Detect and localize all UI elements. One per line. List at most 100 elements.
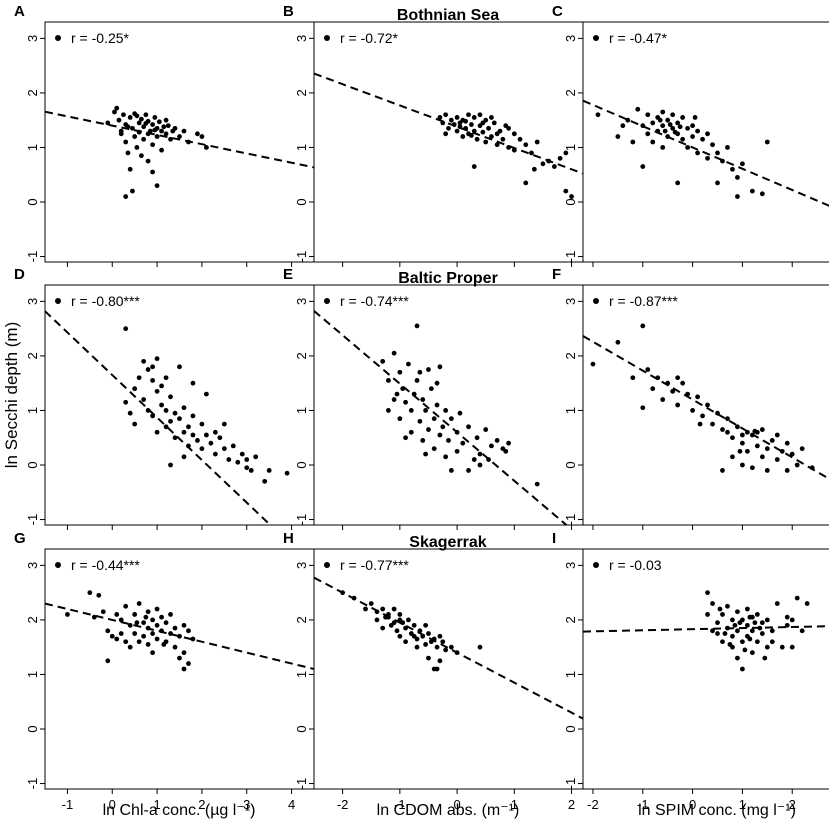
data-point — [523, 142, 529, 148]
data-point — [199, 134, 205, 139]
data-point — [145, 642, 151, 647]
data-point — [199, 421, 205, 427]
data-point — [454, 650, 460, 656]
y-tick-label: 3 — [294, 562, 309, 569]
data-point — [460, 440, 466, 446]
y-tick-label: 3 — [563, 562, 578, 569]
y-tick-label: 0 — [25, 198, 40, 205]
data-point — [468, 133, 474, 138]
data-point — [168, 631, 173, 636]
data-point — [735, 628, 740, 634]
data-point — [665, 134, 671, 139]
data-point — [517, 136, 523, 142]
data-point — [620, 123, 626, 129]
data-point — [443, 131, 449, 137]
data-point — [431, 446, 437, 452]
data-point — [159, 147, 164, 153]
data-point — [534, 139, 540, 145]
regression-line — [45, 110, 314, 169]
data-point — [471, 115, 477, 120]
correlation-label: r = -0.72* — [340, 30, 399, 46]
data-point — [434, 666, 440, 672]
data-point — [428, 386, 434, 392]
data-point — [730, 633, 735, 639]
data-point — [685, 145, 691, 150]
panel-frame — [44, 21, 315, 263]
data-point — [141, 397, 147, 402]
y-tick-label: 3 — [25, 298, 40, 305]
data-point — [397, 612, 403, 617]
data-point — [114, 105, 120, 111]
data-point — [454, 429, 460, 435]
data-point — [749, 188, 755, 194]
data-point — [685, 391, 691, 397]
data-point — [534, 481, 540, 487]
data-point — [563, 188, 569, 194]
data-point — [660, 109, 666, 115]
data-point — [451, 122, 457, 127]
data-point — [710, 421, 715, 427]
data-point — [457, 410, 463, 416]
panel-letter: H — [283, 530, 294, 547]
data-point — [740, 440, 745, 446]
legend-marker — [55, 562, 61, 568]
data-point — [784, 614, 790, 620]
data-point — [759, 454, 765, 460]
correlation-label: r = -0.44*** — [71, 557, 140, 573]
data-point — [150, 378, 156, 383]
data-point — [123, 194, 129, 199]
data-point — [705, 131, 710, 137]
data-point — [386, 408, 391, 413]
data-point — [700, 413, 705, 419]
data-point — [165, 123, 171, 129]
data-point — [253, 454, 259, 460]
data-point — [380, 606, 386, 612]
regression-line — [314, 576, 583, 720]
data-point — [125, 124, 131, 130]
data-point — [159, 128, 164, 134]
data-point — [489, 115, 494, 120]
data-point — [391, 397, 397, 402]
data-point — [266, 468, 272, 473]
data-point — [145, 609, 151, 615]
x-tick-label: -1 — [637, 797, 649, 812]
data-point — [172, 435, 178, 441]
data-point — [423, 642, 429, 647]
data-point — [531, 166, 537, 172]
data-point — [112, 109, 117, 115]
panel-c: -1 0 1 2 3 Cr = -0.47* — [552, 3, 829, 267]
panel-letter: E — [283, 266, 293, 283]
data-point — [725, 603, 730, 609]
data-point — [443, 647, 449, 653]
data-point — [141, 620, 147, 626]
data-point — [177, 364, 182, 370]
data-point — [675, 375, 681, 381]
data-point — [154, 134, 160, 139]
data-point — [759, 191, 765, 197]
data-point — [764, 139, 770, 145]
data-point — [759, 631, 765, 636]
data-point — [195, 438, 200, 443]
data-point — [737, 448, 743, 454]
data-point — [177, 416, 182, 422]
data-point — [494, 131, 500, 137]
data-point — [190, 413, 196, 419]
data-point — [645, 367, 651, 372]
data-point — [127, 115, 133, 120]
data-point — [150, 169, 156, 175]
data-point — [87, 590, 93, 596]
data-point — [650, 386, 656, 392]
data-point — [732, 622, 738, 628]
data-point — [715, 410, 720, 416]
data-point — [154, 636, 160, 642]
data-point — [181, 622, 187, 628]
x-tick-label: 0 — [453, 797, 460, 812]
data-point — [615, 339, 621, 345]
x-tick-label: 2 — [789, 797, 796, 812]
data-point — [735, 609, 740, 615]
data-point — [650, 120, 656, 126]
data-point — [163, 131, 169, 137]
data-point — [735, 194, 740, 199]
y-tick-label: 3 — [294, 298, 309, 305]
data-point — [127, 166, 133, 172]
